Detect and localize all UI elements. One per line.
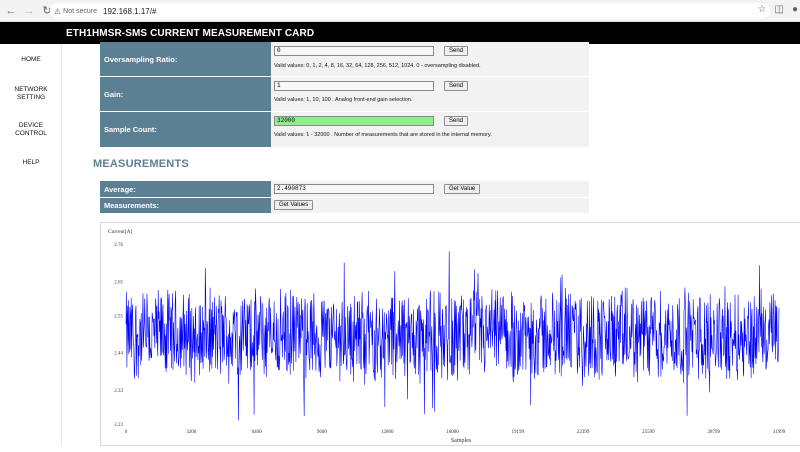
y-axis-label: Current[A]: [108, 229, 133, 235]
x-tick-label: 31999: [773, 430, 786, 435]
y-tick-label: 2.33: [114, 389, 123, 394]
url-text[interactable]: 192.168.1.17/#: [103, 6, 157, 16]
x-tick-label: 28799: [707, 430, 720, 435]
gain-send-button[interactable]: Send: [444, 81, 469, 91]
x-axis-label: Samples: [451, 438, 472, 444]
address-bar[interactable]: ⚠ Not secure 192.168.1.17/#: [50, 3, 770, 19]
x-tick-label: 12800: [381, 430, 394, 435]
profile-icon[interactable]: ●: [791, 4, 798, 15]
get-value-button[interactable]: Get Value: [444, 184, 481, 194]
average-label: Average:: [100, 181, 271, 197]
gain-row: Gain: 1 Send Valid values: 1, 10, 100 . …: [100, 77, 589, 111]
app-title: ETH1HMSR-SMS CURRENT MEASUREMENT CARD: [66, 27, 315, 39]
x-tick-label: 6400: [252, 430, 262, 435]
sample-count-hint: Valid values: 1 - 32000 . Number of meas…: [274, 132, 492, 138]
x-tick-label: 25599: [642, 430, 655, 435]
x-tick-label: 9600: [317, 430, 328, 435]
oversampling-input[interactable]: 0: [274, 46, 434, 56]
gain-label: Gain:: [100, 77, 271, 111]
y-tick-label: 2.65: [114, 280, 123, 285]
y-tick-label: 2.55: [114, 314, 123, 319]
oversampling-send-button[interactable]: Send: [444, 46, 469, 56]
x-tick-label: 19199: [512, 430, 525, 435]
gain-hint: Valid values: 1, 10, 100 . Analog front-…: [274, 97, 413, 103]
current-chart: Current[A] Samples 2.23 2.33 2.44 2.55 2.65 2…: [100, 222, 800, 446]
app-header: ETH1HMSR-SMS CURRENT MEASUREMENT CARD: [0, 22, 800, 44]
extensions-icon[interactable]: ◫: [774, 4, 784, 15]
warning-icon: ⚠: [54, 6, 62, 16]
star-icon[interactable]: ☆: [757, 4, 767, 15]
x-tick-label: 16000: [446, 430, 459, 435]
sidebar-item-help[interactable]: HELP: [22, 159, 40, 166]
sidebar-item-home[interactable]: HOME: [21, 56, 41, 63]
back-icon[interactable]: ←: [5, 4, 17, 17]
sample-count-send-button[interactable]: Send: [444, 116, 469, 126]
measurements-title: MEASUREMENTS: [93, 158, 189, 170]
x-tick-label: 3200: [186, 430, 197, 435]
measurements-row: Measurements: Get Values: [100, 198, 589, 213]
sample-count-label: Sample Count:: [100, 112, 271, 147]
get-values-button[interactable]: Get Values: [274, 200, 314, 210]
security-label: Not secure: [63, 7, 98, 15]
reload-icon[interactable]: ↻: [42, 5, 52, 17]
oversampling-hint: Valid values: 0, 1, 2, 4, 8, 16, 32, 64,…: [274, 63, 481, 69]
sidebar-item-device-control[interactable]: DEVICE CONTROL: [15, 122, 47, 137]
oversampling-label: Oversampling Ratio:: [100, 42, 271, 76]
x-tick-label: 0: [125, 430, 128, 435]
oversampling-row: Oversampling Ratio: 0 Send Valid values:…: [100, 42, 589, 76]
x-tick-label: 22399: [577, 430, 590, 435]
y-tick-label: 2.76: [114, 243, 123, 248]
forward-icon[interactable]: →: [23, 4, 35, 17]
security-chip[interactable]: ⚠ Not secure: [54, 7, 97, 16]
average-row: Average: 2.490873 Get Value: [100, 181, 589, 197]
y-tick-label: 2.44: [114, 352, 123, 357]
measurements-label: Measurements:: [100, 198, 271, 213]
sidebar-item-network-setting[interactable]: NETWORK SETTING: [14, 86, 48, 101]
sample-count-input[interactable]: 32000: [274, 116, 434, 126]
y-tick-label: 2.23: [114, 423, 123, 428]
gain-input[interactable]: 1: [274, 81, 434, 91]
browser-toolbar: ← → ↻ ⚠ Not secure 192.168.1.17/# ☆ ◫ ●: [0, 0, 800, 22]
sidebar: HOME NETWORK SETTING DEVICE CONTROL HELP: [0, 44, 62, 446]
series-line: [125, 251, 780, 421]
chart-svg: Current[A] Samples 2.23 2.33 2.44 2.55 2.65 2…: [108, 229, 786, 444]
average-value-field[interactable]: 2.490873: [274, 184, 434, 194]
sample-count-row: Sample Count: 32000 Send Valid values: 1…: [100, 112, 589, 147]
